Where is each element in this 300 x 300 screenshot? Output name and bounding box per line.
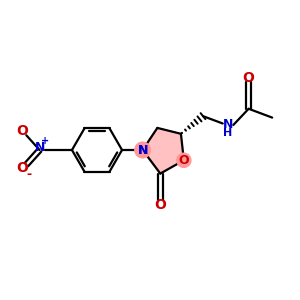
Text: N: N	[137, 143, 148, 157]
Text: O: O	[16, 124, 28, 139]
Text: N: N	[223, 118, 233, 131]
Text: H: H	[224, 128, 233, 138]
Text: -: -	[26, 168, 31, 181]
Circle shape	[135, 142, 150, 158]
Text: +: +	[40, 136, 49, 146]
Text: O: O	[16, 161, 28, 175]
Text: O: O	[178, 154, 189, 167]
Text: O: O	[154, 198, 166, 212]
Polygon shape	[142, 128, 184, 174]
Text: O: O	[243, 71, 255, 85]
Text: N: N	[34, 141, 45, 154]
Circle shape	[135, 142, 150, 158]
Text: N: N	[137, 143, 148, 157]
Circle shape	[177, 153, 191, 167]
